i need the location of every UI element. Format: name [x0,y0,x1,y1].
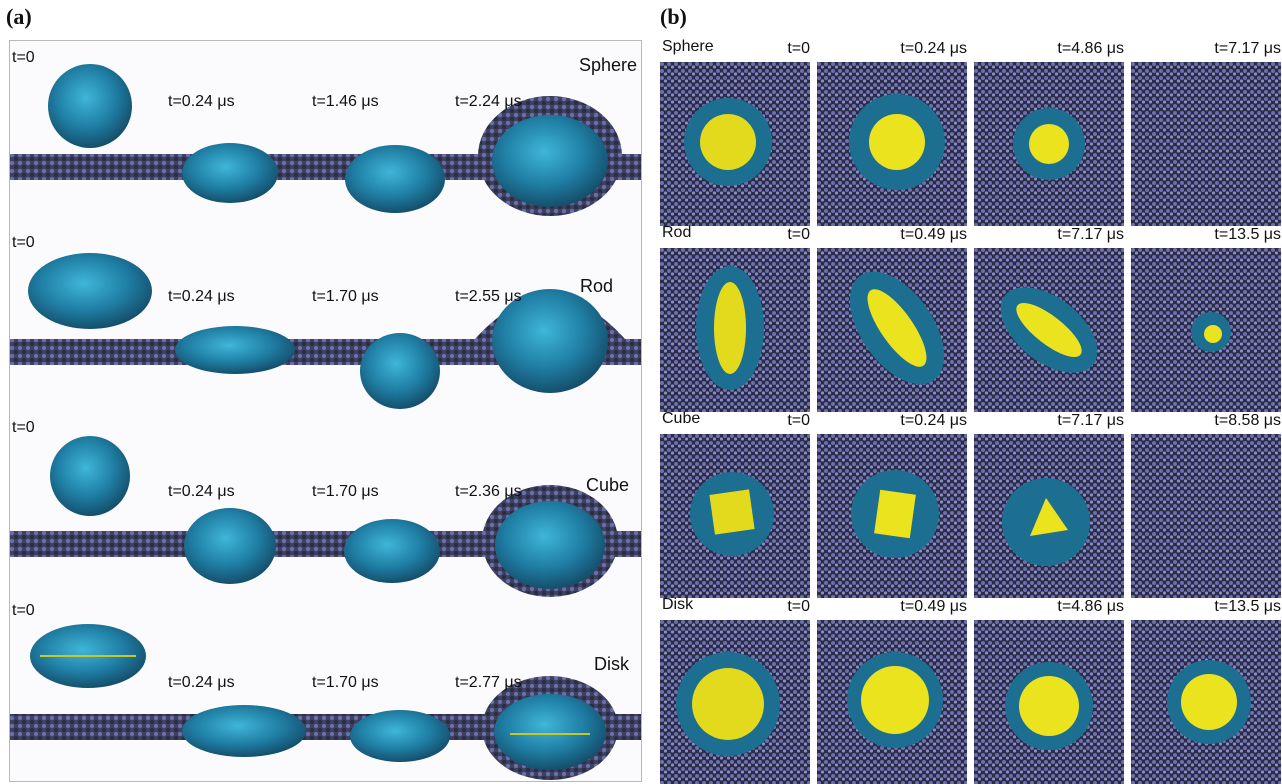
panel-a-label: (a) [6,4,32,29]
panel-b-top-views: Sphere t=0 t=0.24 μs t=4.86 μs t=7.17 μs… [660,38,1282,784]
panel-a-row-sphere: t=0 Sphere t=0.24 μs t=1.46 μs t=2.24 μs [10,41,641,228]
panel-b-row-cube: Cube t=0 t=0.24 μs t=7.17 μs t=8.58 μs [660,410,1282,598]
panel-a-side-views: t=0 Sphere t=0.24 μs t=1.46 μs t=2.24 μs… [9,40,642,782]
shape-label-cube: Cube [585,475,629,495]
time-label: t=0 [787,40,810,57]
disk-side-view-image [10,624,641,780]
time-label: t=0.49 μs [900,598,967,615]
time-label: t=0.24 μs [900,412,967,429]
time-label: t=7.17 μs [1214,40,1281,57]
t0-label: t=0 [12,602,35,619]
time-label: t=0 [787,598,810,615]
panel-a-row-cube: t=0 Cube t=0.24 μs t=1.70 μs t=2.36 μs [10,411,641,598]
top-view-tile [817,434,967,598]
shape-label-cube: Cube [662,410,701,427]
time-label: t=0.24 μs [900,40,967,57]
time-label: t=1.70 μs [312,674,379,691]
time-label: t=1.70 μs [312,483,379,500]
time-label: t=2.24 μs [455,93,522,110]
panel-a-row-rod: t=0 Rod t=0.24 μs t=1.70 μs t=2.55 μs [10,226,641,413]
panel-b-row-sphere: Sphere t=0 t=0.24 μs t=4.86 μs t=7.17 μs [660,38,1282,226]
shape-label-sphere: Sphere [578,55,637,75]
shape-label-sphere: Sphere [662,38,714,55]
nanoparticle-initial [50,436,130,516]
time-label: t=1.46 μs [312,93,379,110]
panel-b-label: (b) [660,4,687,29]
time-label: t=0 [787,226,810,243]
time-label: t=0.24 μs [168,483,235,500]
time-label: t=4.86 μs [1057,40,1124,57]
top-view-tile [817,620,967,784]
time-label: t=2.36 μs [455,483,522,500]
top-view-tile [817,62,967,226]
time-label: t=4.86 μs [1057,598,1124,615]
shape-label-rod: Rod [662,224,692,241]
rod-side-view-image [10,253,641,409]
time-label: t=0.24 μs [168,674,235,691]
panel-b-row-rod: Rod t=0 t=0.49 μs t=7.17 μs t=13.5 μs [660,224,1282,412]
time-label: t=0.24 μs [168,288,235,305]
time-label: t=2.55 μs [455,288,522,305]
nanoparticle-initial [48,64,132,148]
time-label: t=13.5 μs [1214,598,1281,615]
top-view-tile [974,62,1124,226]
time-label: t=0.24 μs [168,93,235,110]
top-view-tile [974,434,1124,598]
top-view-tile [974,620,1124,784]
time-label: t=13.5 μs [1214,226,1281,243]
time-label: t=7.17 μs [1057,226,1124,243]
shape-label-rod: Rod [579,276,613,296]
top-view-tile [1131,434,1281,598]
time-label: t=1.70 μs [312,288,379,305]
top-view-tile [974,248,1124,412]
top-view-tile [1131,62,1281,226]
time-label: t=8.58 μs [1214,412,1281,429]
time-label: t=2.77 μs [455,674,522,691]
panel-a-row-disk: t=0 Disk t=0.24 μs t=1.70 μs t=2.77 μs [10,596,641,781]
time-label: t=0 [787,412,810,429]
t0-label: t=0 [12,419,35,436]
top-view-tile [817,248,967,412]
top-view-tile [1131,248,1281,412]
shape-label-disk: Disk [594,654,629,674]
shape-label-disk: Disk [662,596,694,613]
top-view-tile [1131,620,1281,784]
cube-side-view-image [10,436,641,597]
top-view-tile [660,434,810,598]
panel-b-row-disk: Disk t=0 t=0.49 μs t=4.86 μs t=13.5 μs [660,596,1282,784]
t0-label: t=0 [12,49,35,66]
top-view-tile [660,620,810,784]
top-view-tile [660,62,810,226]
time-label: t=0.49 μs [900,226,967,243]
sphere-side-view-image [10,64,641,216]
nanoparticle-initial [28,253,152,329]
time-label: t=7.17 μs [1057,412,1124,429]
t0-label: t=0 [12,234,35,251]
top-view-tile [660,248,810,412]
